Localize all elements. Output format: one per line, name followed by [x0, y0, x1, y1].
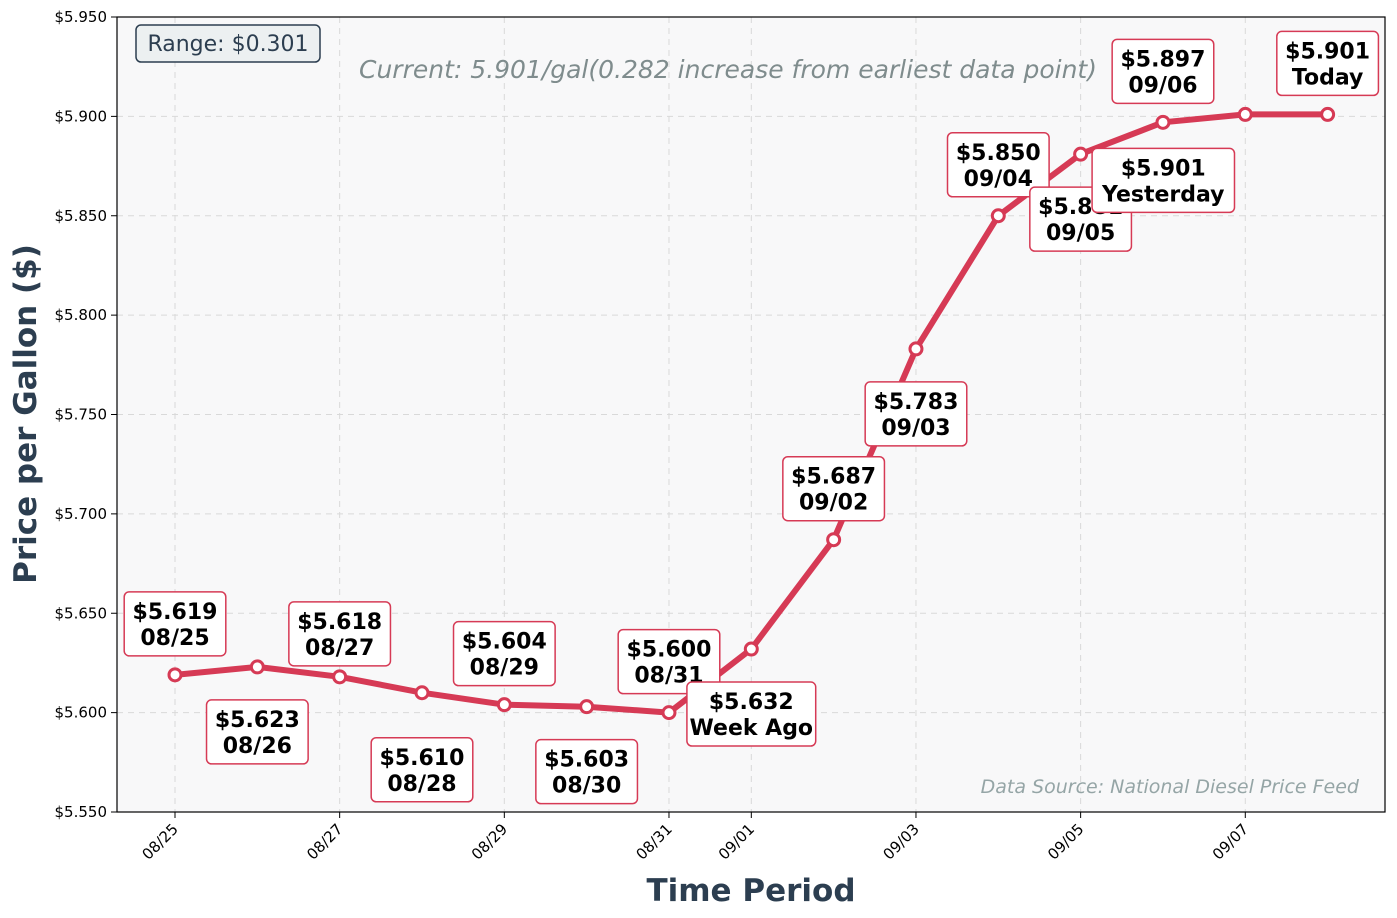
- data-label-period: 09/04: [964, 167, 1033, 192]
- data-point: [908, 341, 924, 357]
- data-point: [743, 641, 759, 657]
- data-point: [661, 705, 677, 721]
- data-label-box: [1276, 30, 1380, 97]
- data-label-box: [205, 699, 309, 765]
- data-label-period: 09/03: [881, 416, 950, 441]
- y-axis-ticks: $5.550 $5.600 $5.650 $5.700 $5.750 $5.800 $5.8…: [55, 8, 117, 821]
- data-label-period: 08/30: [552, 774, 621, 799]
- data-label-price: $5.618: [297, 610, 382, 635]
- x-tick-label: 09/03: [879, 820, 922, 863]
- y-tick-label: $5.900: [55, 107, 108, 125]
- data-label-box: [123, 591, 227, 657]
- y-tick-label: $5.750: [55, 406, 108, 424]
- data-point: [1155, 114, 1171, 130]
- data-point: [1320, 106, 1336, 122]
- data-label-price: $5.850: [956, 141, 1041, 166]
- data-label-period: 08/27: [305, 636, 374, 661]
- data-label-period: 08/25: [140, 626, 209, 651]
- data-label-price: $5.619: [133, 600, 218, 625]
- data-label-box: [370, 737, 474, 803]
- data-label-box: [617, 628, 721, 695]
- y-tick-label: $5.700: [55, 505, 108, 523]
- data-label-period: 08/26: [223, 734, 292, 759]
- data-point: [1073, 146, 1089, 162]
- data-label-price: $5.623: [215, 708, 300, 733]
- data-label-box: [452, 620, 556, 687]
- data-label-price: $5.603: [544, 748, 629, 773]
- data-label-price: $5.687: [791, 465, 876, 490]
- range-box-text: Range: $0.301: [147, 32, 308, 57]
- data-label-price: $5.783: [874, 390, 959, 415]
- data-points: [167, 106, 1336, 721]
- x-tick-label: 09/07: [1209, 820, 1252, 863]
- data-label-price: $5.600: [627, 638, 712, 663]
- data-labels: $5.61908/25$5.62308/26$5.61808/27$5.6100…: [123, 30, 1380, 805]
- data-label-period: 09/02: [799, 491, 868, 516]
- x-tick-label: 08/29: [468, 820, 511, 863]
- data-point: [496, 697, 512, 713]
- data-point: [826, 532, 842, 548]
- data-label-period: Today: [1292, 65, 1363, 90]
- x-axis-title: Time Period: [646, 873, 855, 909]
- data-label-period: Yesterday: [1101, 182, 1224, 207]
- y-tick-label: $5.550: [55, 803, 108, 821]
- data-label-price: $5.632: [709, 690, 794, 715]
- data-point: [249, 659, 265, 675]
- data-label-price: $5.901: [1121, 156, 1206, 181]
- x-tick-label: 08/27: [303, 820, 346, 863]
- data-label-period: 08/29: [470, 656, 539, 681]
- x-tick-label: 09/01: [715, 820, 758, 863]
- x-axis-ticks: 08/25 08/27 08/29 08/31 09/01 09/03 09/05 09/07: [139, 812, 1252, 863]
- y-tick-label: $5.800: [55, 306, 108, 324]
- y-tick-label: $5.650: [55, 604, 108, 622]
- x-tick-label: 08/25: [139, 820, 182, 863]
- data-label-price: $5.604: [462, 630, 547, 655]
- data-point: [579, 699, 595, 715]
- y-tick-label: $5.850: [55, 207, 108, 225]
- y-tick-label: $5.600: [55, 704, 108, 722]
- data-label-period: Week Ago: [690, 716, 814, 741]
- data-label-box: [1091, 147, 1236, 214]
- data-point: [1237, 106, 1253, 122]
- data-label-period: 08/28: [387, 772, 456, 797]
- range-box: Range: $0.301: [135, 24, 321, 63]
- x-tick-label: 08/31: [633, 820, 676, 863]
- data-label-period: 09/06: [1128, 73, 1197, 98]
- data-label-box: [535, 738, 639, 805]
- data-label-box: [946, 132, 1050, 198]
- data-point: [167, 667, 183, 683]
- data-label-box: [864, 381, 968, 447]
- data-label-price: $5.901: [1285, 39, 1370, 64]
- data-point: [990, 208, 1006, 224]
- data-point: [332, 669, 348, 685]
- data-label-price: $5.610: [380, 746, 465, 771]
- data-label-box: [686, 681, 817, 747]
- y-tick-label: $5.950: [55, 8, 108, 26]
- data-label-box: [1111, 38, 1215, 105]
- data-label-period: 09/05: [1046, 221, 1115, 246]
- y-axis-title: Price per Gallon ($): [8, 244, 44, 584]
- current-annotation: Current: 5.901/gal(0.282 increase from e…: [359, 55, 1097, 84]
- data-point: [414, 685, 430, 701]
- x-tick-label: 09/05: [1044, 820, 1087, 863]
- data-source-note: Data Source: National Diesel Price Feed: [981, 776, 1360, 798]
- data-label-box: [782, 455, 886, 522]
- data-label-box: [288, 601, 392, 667]
- data-label-price: $5.897: [1121, 47, 1206, 72]
